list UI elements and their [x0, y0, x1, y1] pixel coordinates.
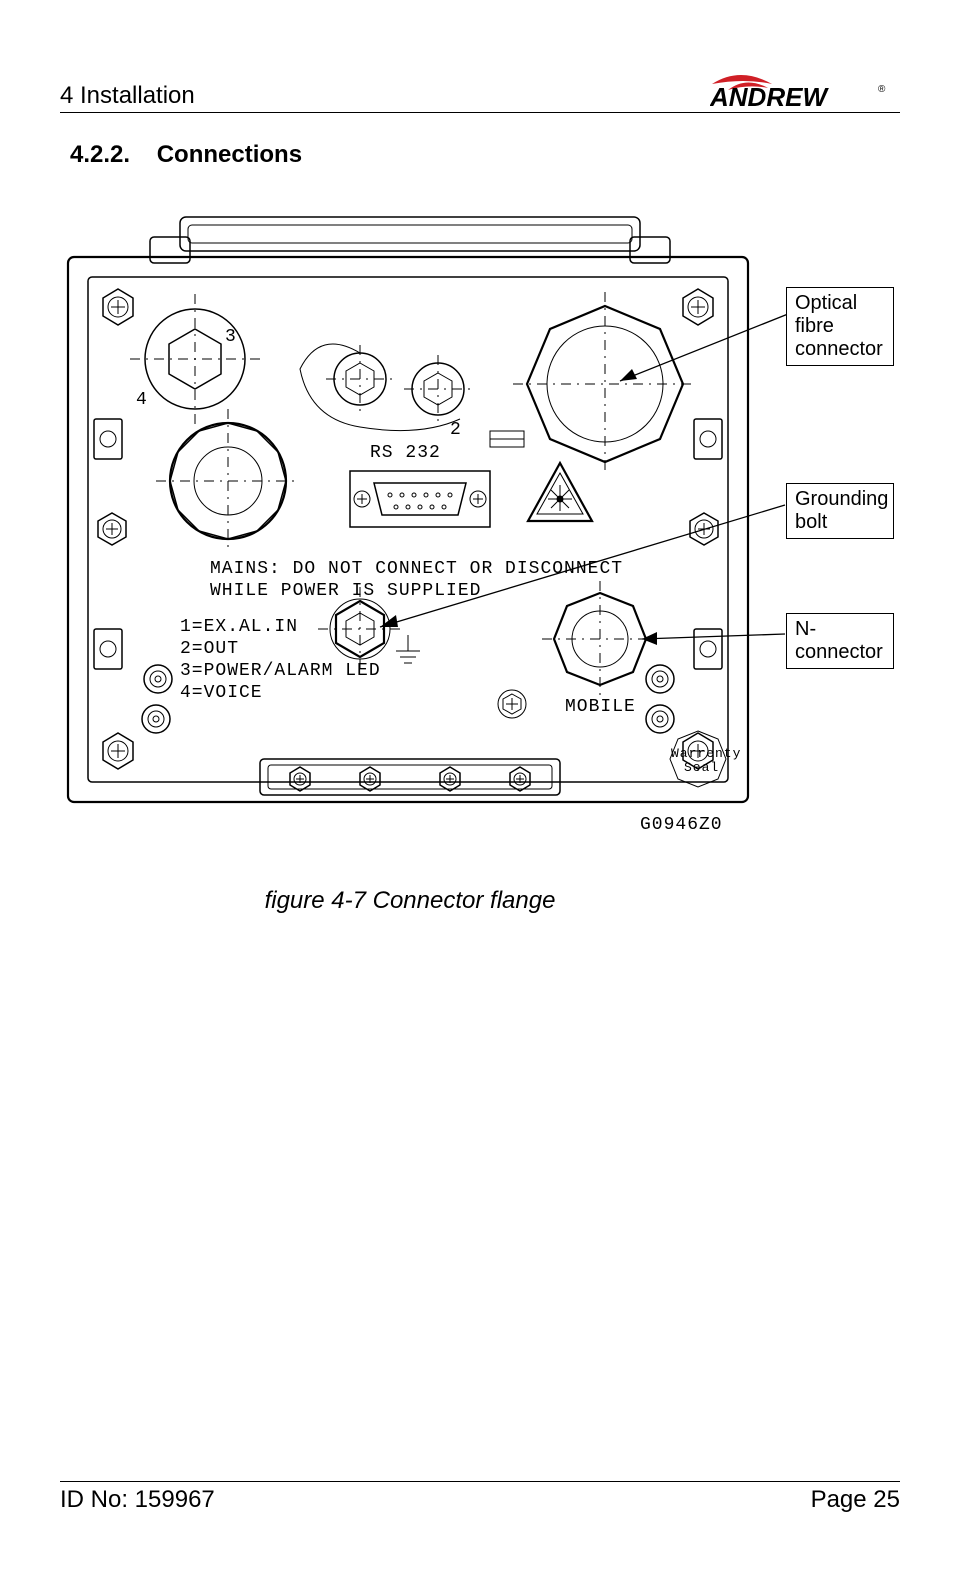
panel-mark-3: 3 — [225, 327, 237, 347]
panel-warranty-1: Warrenty — [671, 746, 741, 761]
chapter-label: 4 Installation — [60, 82, 195, 110]
page: 4 Installation ANDREW ® 4.2.2. Connectio… — [0, 0, 960, 1578]
figure-container: 3 4 2 — [60, 199, 900, 879]
panel-mark-2: 2 — [450, 420, 462, 440]
panel-legend-3: 3=POWER/ALARM LED — [180, 661, 381, 681]
callout-ground: Grounding bolt — [786, 483, 894, 539]
panel-rs232: RS 232 — [370, 443, 441, 463]
callout-ground-label: Grounding bolt — [795, 488, 888, 533]
callout-optical: Optical fibre connector — [786, 287, 894, 366]
figure-caption: figure 4-7 Connector flange — [60, 887, 760, 915]
section-number: 4.2.2. — [70, 141, 130, 168]
callout-leader-nconn — [630, 619, 790, 649]
callout-nconn: N- connector — [786, 613, 894, 669]
page-header: 4 Installation ANDREW ® — [60, 72, 900, 113]
panel-warranty-2: Seal — [684, 760, 719, 775]
callout-leader-optical — [530, 309, 790, 389]
doc-id: ID No: 159967 — [60, 1486, 215, 1514]
panel-legend-4: 4=VOICE — [180, 683, 263, 703]
brand-logo: ANDREW ® — [710, 72, 900, 110]
logo-text: ANDREW — [710, 82, 829, 110]
panel-legend-2: 2=OUT — [180, 639, 239, 659]
section-title-text: Connections — [157, 141, 302, 168]
callout-optical-label: Optical fibre connector — [795, 292, 883, 360]
ground-symbol-icon — [396, 635, 420, 663]
panel-mark-4: 4 — [136, 390, 148, 410]
page-footer: ID No: 159967 Page 25 — [60, 1481, 900, 1514]
panel-legend-1: 1=EX.AL.IN — [180, 617, 298, 637]
callout-leader-ground — [360, 499, 790, 639]
logo-registered: ® — [878, 84, 886, 95]
callout-nconn-label: N- connector — [795, 618, 883, 663]
panel-mobile: MOBILE — [565, 697, 636, 717]
drawing-number: G0946Z0 — [640, 815, 723, 835]
hex-connector-icon — [130, 294, 260, 424]
section-heading: 4.2.2. Connections — [70, 141, 900, 169]
page-number: Page 25 — [811, 1486, 900, 1514]
mains-connector-icon — [156, 409, 300, 553]
